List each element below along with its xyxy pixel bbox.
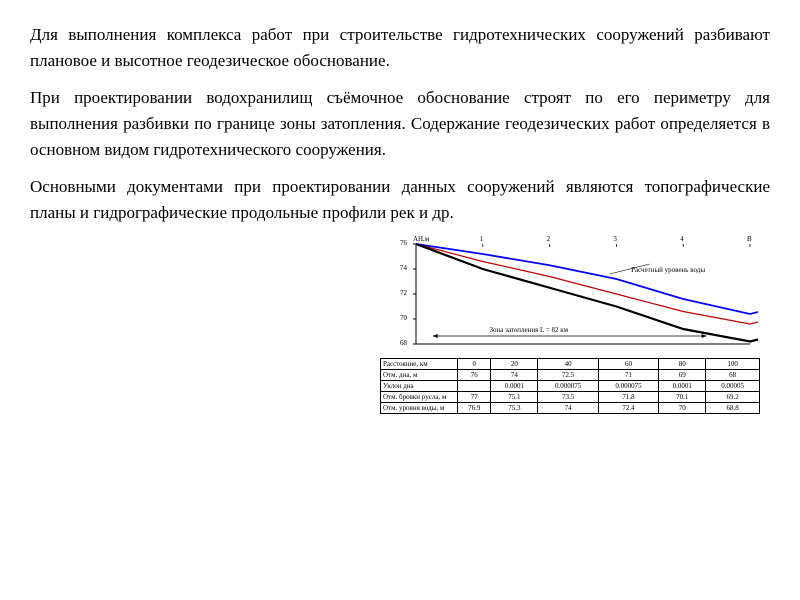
table-cell: 68.8 [706, 403, 760, 414]
table-cell: 72.5 [538, 370, 598, 381]
chart-flood-zone-label: Зона затопления L = 82 км [489, 327, 568, 334]
table-cell: 69 [659, 370, 706, 381]
chart-ytick: 72 [400, 290, 407, 297]
table-cell: 69.2 [706, 392, 760, 403]
table-cell: 77 [458, 392, 491, 403]
table-row: Уклон дна0.00010.0000750.0000750.00010.0… [381, 381, 760, 392]
table-cell: 71.8 [598, 392, 658, 403]
table-row-header: Уклон дна [381, 381, 458, 392]
table-cell: 72.4 [598, 403, 658, 414]
table-cell: 40 [538, 359, 598, 370]
profile-chart: H,м 68 70 72 74 76 A 1 2 3 4 B Расчетный уровень вод… [380, 236, 760, 358]
profile-table: Расстояние, км020406080100Отм. дна, м767… [380, 358, 760, 414]
table-cell: 80 [659, 359, 706, 370]
table-cell: 68 [706, 370, 760, 381]
table-row-header: Отм. уровня воды, м [381, 403, 458, 414]
chart-ytick: 76 [400, 240, 407, 247]
table-row-header: Отм. дна, м [381, 370, 458, 381]
table-cell: 0.0001 [491, 381, 538, 392]
table-row-header: Расстояние, км [381, 359, 458, 370]
profile-figure: H,м6870727476A1234BРасчетный уровень вод… [380, 236, 760, 414]
chart-annotation-water-level: Расчетный уровень воды [631, 267, 705, 274]
table-row: Отм. бровки русла, м7775.173.571.870.169… [381, 392, 760, 403]
table-cell: 0.0001 [659, 381, 706, 392]
table-cell: 76 [458, 370, 491, 381]
table-cell: 20 [491, 359, 538, 370]
chart-ytick: 68 [400, 340, 407, 347]
chart-ytick: 70 [400, 315, 407, 322]
table-cell: 0.00005 [706, 381, 760, 392]
chart-top-label: 4 [680, 236, 684, 243]
chart-top-label: 2 [547, 236, 551, 243]
table-row: Отм. уровня воды, м76.975.37472.47068.8 [381, 403, 760, 414]
table-row: Расстояние, км020406080100 [381, 359, 760, 370]
table-cell: 76.9 [458, 403, 491, 414]
table-row: Отм. дна, м767472.5716968 [381, 370, 760, 381]
table-cell: 60 [598, 359, 658, 370]
table-cell [458, 381, 491, 392]
table-cell: 0 [458, 359, 491, 370]
table-cell: 70.1 [659, 392, 706, 403]
chart-top-label: 1 [480, 236, 484, 243]
table-cell: 71 [598, 370, 658, 381]
table-cell: 75.3 [491, 403, 538, 414]
chart-top-label: A [413, 236, 418, 243]
paragraph-2: При проектировании водохранилищ съёмочно… [30, 85, 770, 164]
table-cell: 100 [706, 359, 760, 370]
chart-top-label: 3 [613, 236, 617, 243]
table-cell: 0.000075 [538, 381, 598, 392]
chart-top-label: B [747, 236, 752, 243]
chart-ylabel: H,м [418, 236, 429, 243]
paragraph-3: Основными документами при проектировании… [30, 174, 770, 227]
table-cell: 74 [491, 370, 538, 381]
chart-ytick: 74 [400, 265, 407, 272]
table-cell: 73.5 [538, 392, 598, 403]
paragraph-1: Для выполнения комплекса работ при строи… [30, 22, 770, 75]
table-cell: 0.000075 [598, 381, 658, 392]
table-cell: 74 [538, 403, 598, 414]
table-cell: 75.1 [491, 392, 538, 403]
table-row-header: Отм. бровки русла, м [381, 392, 458, 403]
table-cell: 70 [659, 403, 706, 414]
